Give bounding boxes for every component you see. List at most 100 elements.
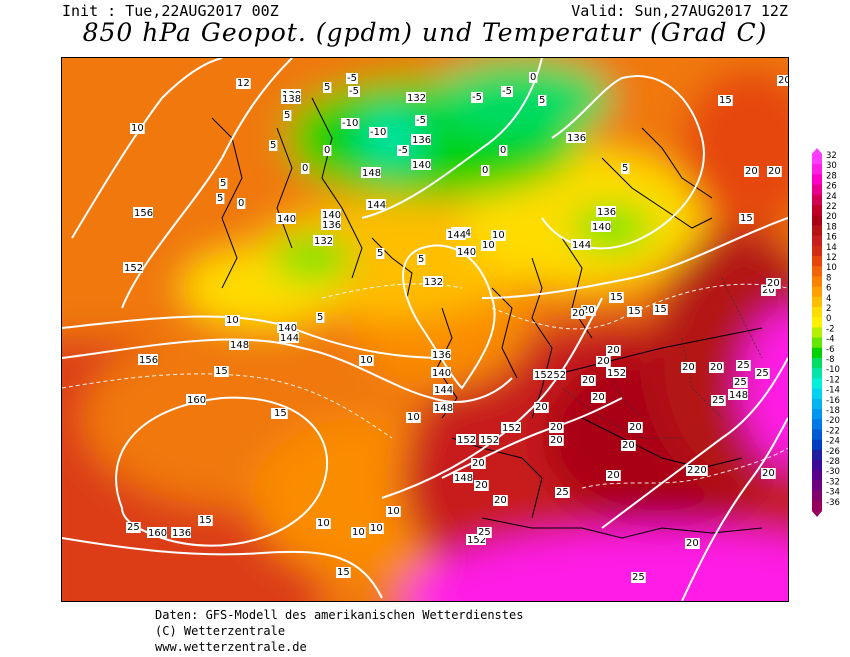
temp-label: 20 (582, 305, 595, 316)
legend-label: -24 (826, 437, 840, 447)
geopot-label: 148 (434, 403, 453, 414)
chart-title: 850 hPa Geopot. (gpdm) und Temperatur (G… (82, 18, 768, 47)
temp-label: 20 (629, 422, 642, 433)
temp-label: 10 (370, 523, 383, 534)
geopot-label: 160 (187, 395, 206, 406)
temp-label: 20 (535, 402, 548, 413)
legend-swatch (812, 215, 822, 226)
legend-label: -36 (826, 498, 840, 508)
temp-label: 0 (324, 145, 330, 156)
temp-label: -5 (502, 86, 512, 97)
geopot-label: 140 (322, 210, 341, 221)
geopot-label: 136 (432, 350, 451, 361)
temp-label: -5 (398, 145, 408, 156)
legend-swatch (812, 439, 822, 451)
temp-label: 5 (284, 110, 290, 121)
geopot-label: 148 (362, 168, 381, 179)
legend-label: -30 (826, 467, 840, 477)
legend-label: -6 (826, 345, 834, 355)
legend-label: -2 (826, 324, 834, 334)
legend-label: -14 (826, 386, 840, 396)
legend-swatch (812, 154, 822, 165)
temp-label: 25 (734, 377, 747, 388)
temp-label: 20 (475, 480, 488, 491)
legend-top-arrow (812, 148, 822, 154)
temp-label: 20 (778, 75, 788, 86)
temp-label: -5 (472, 92, 482, 103)
legend-label: 30 (826, 161, 837, 171)
legend-swatch (812, 194, 822, 206)
geopot-label: 160 (148, 528, 167, 539)
temp-label: 20 (607, 470, 620, 481)
temp-label: 25 (712, 395, 725, 406)
geopot-label: 144 (434, 385, 453, 396)
legend-swatch (812, 347, 822, 359)
geopot-label: 152 (467, 535, 486, 546)
legend-bottom-arrow (812, 511, 822, 517)
temp-label: 10 (482, 240, 495, 251)
legend-swatch (812, 235, 822, 247)
temp-label: 0 (482, 165, 488, 176)
geopot-label: 136 (322, 220, 341, 231)
temp-label: 25 (737, 360, 750, 371)
temp-label: -5 (416, 115, 426, 126)
legend-label: 32 (826, 151, 837, 161)
temp-label: 20 (622, 440, 635, 451)
temperature-field (62, 58, 788, 601)
legend-swatch (812, 449, 822, 461)
temp-label: 10 (387, 506, 400, 517)
temp-label: 25 (127, 522, 140, 533)
geopot-label: 140 (277, 214, 296, 225)
legend-label: 14 (826, 243, 837, 253)
legend-label: 28 (826, 171, 837, 181)
temp-label: 15 (628, 306, 641, 317)
geopot-label: 148 (454, 473, 473, 484)
temp-label: 10 (360, 355, 373, 366)
legend-label: -10 (826, 365, 840, 375)
geopot-label: 152 (607, 368, 626, 379)
geopot-label: 148 (230, 340, 249, 351)
temp-label: 0 (500, 145, 506, 156)
legend-swatch (812, 398, 822, 410)
temp-label: 20 (768, 166, 781, 177)
temp-label: 20 (767, 278, 780, 289)
geopot-label: 136 (597, 207, 616, 218)
legend-swatch (812, 317, 822, 328)
temp-label: 5 (418, 254, 424, 265)
legend-swatch (812, 307, 822, 318)
geopot-label: 144 (280, 333, 299, 344)
legend-label: 24 (826, 192, 837, 202)
legend-label: 0 (826, 314, 831, 324)
temp-label: 20 (550, 435, 563, 446)
geopot-label: 132 (314, 236, 333, 247)
legend-swatch (812, 256, 822, 267)
legend-label: -28 (826, 457, 840, 467)
color-scale-legend: 32 30 28 26 24 22 20 18 16 14 12 10 8 6 4 2 0 -2 -4 -6 -8 -10… (812, 148, 850, 518)
temp-label: 10 (492, 230, 505, 241)
legend-label: -4 (826, 335, 834, 345)
legend-swatch (812, 480, 822, 492)
temp-label: 10 (407, 412, 420, 423)
temp-label: 0 (238, 198, 244, 209)
geopot-label: 140 (432, 368, 451, 379)
temp-label: 20 (597, 356, 610, 367)
init-time-label: Init : Tue,22AUG2017 00Z (62, 2, 279, 20)
temp-label: 15 (654, 304, 667, 315)
geopot-label: 140 (592, 222, 611, 233)
footer-copyright: (C) Wetterzentrale (155, 624, 286, 638)
temp-label: 20 (694, 465, 707, 476)
temp-label: -5 (347, 73, 357, 84)
legend-label: -16 (826, 396, 840, 406)
temp-label: 20 (550, 422, 563, 433)
temperature-labels: 12 5 5 5 5 10 0 5 -5 -5 -5 -5 -10 -10 -5… (126, 72, 788, 583)
geopot-label: 140 (278, 323, 297, 334)
legend-swatch (812, 184, 822, 196)
geopot-label: 136 (172, 528, 191, 539)
geopot-label: 152 (534, 370, 553, 381)
geopot-label: 152 (502, 423, 521, 434)
geopot-label: 132 (424, 277, 443, 288)
footer-website: www.wetterzentrale.de (155, 640, 307, 654)
legend-swatch (812, 470, 822, 481)
legend-swatch (812, 164, 822, 175)
temp-label: 20 (710, 362, 723, 373)
